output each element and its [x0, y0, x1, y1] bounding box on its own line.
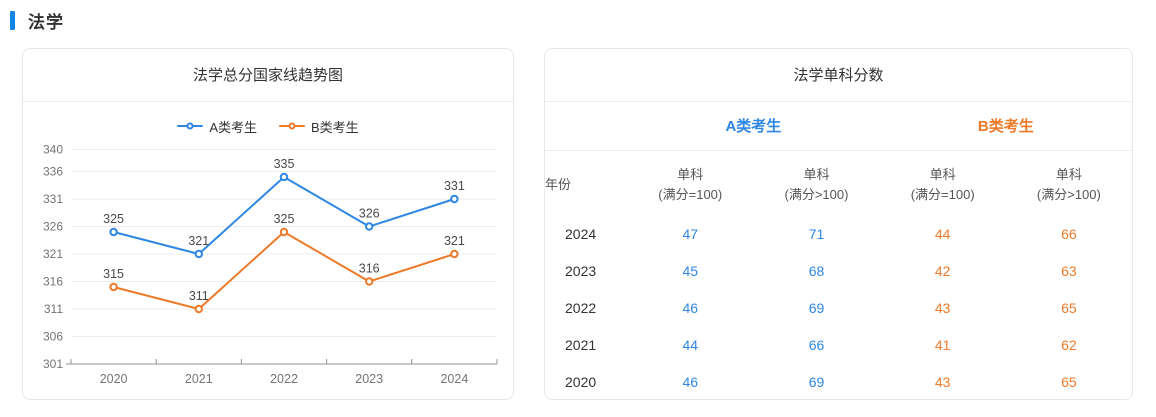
group-header-b: B类考生 [879, 102, 1132, 151]
data-label: 321 [188, 234, 209, 248]
score-cell: 65 [1061, 374, 1077, 391]
cards-row: 法学总分国家线趋势图 A类考生 B类考生 301 306 311 316 321 326 3… [22, 48, 1156, 400]
y-axis-label: 306 [43, 330, 63, 344]
data-label: 311 [189, 289, 209, 303]
table-row: 2023 45 68 42 63 [545, 253, 1132, 290]
y-axis-label: 316 [43, 275, 63, 289]
table-row: 2022 46 69 43 65 [545, 290, 1132, 327]
score-cell: 42 [934, 263, 951, 280]
data-label: 335 [274, 157, 295, 171]
y-axis-label: 340 [43, 143, 63, 157]
line-circle-marker-icon [177, 120, 204, 132]
series-line-B类考生 [113, 231, 455, 310]
data-point[interactable] [450, 249, 459, 259]
data-point[interactable] [450, 194, 459, 204]
page-title: 法学 [28, 13, 64, 32]
score-cell: 41 [934, 337, 951, 354]
year-cell: 2021 [565, 337, 597, 354]
year-cell: 2020 [565, 374, 597, 391]
y-axis-label: 321 [43, 247, 63, 261]
data-point[interactable] [109, 227, 118, 237]
data-point[interactable] [109, 282, 118, 292]
data-label: 315 [103, 267, 124, 281]
score-cell: 71 [808, 226, 825, 243]
year-cell: 2022 [565, 300, 597, 317]
line-circle-marker-icon [279, 120, 305, 132]
column-header-b1: 单科 (满分=100) [910, 166, 975, 202]
score-cell: 69 [808, 374, 825, 391]
score-cell: 44 [682, 337, 699, 354]
data-label: 316 [359, 262, 380, 276]
year-cell: 2024 [565, 226, 597, 243]
legend-label-a: A类考生 [209, 119, 257, 135]
group-header-spacer [545, 102, 628, 151]
data-point[interactable] [194, 304, 204, 314]
y-axis-label: 326 [43, 220, 63, 234]
x-axis-label: 2020 [100, 372, 128, 386]
score-cell: 46 [682, 374, 699, 391]
column-header-a1: 单科 (满分=100) [658, 166, 723, 202]
legend-item-a[interactable]: A类考生 [177, 117, 257, 136]
group-header-row: A类考生 B类考生 [545, 102, 1132, 151]
score-cell: 62 [1061, 337, 1077, 354]
column-header-a2: 单科 (满分>100) [784, 166, 849, 202]
accent-bar [10, 11, 15, 30]
data-point[interactable] [365, 222, 374, 231]
score-cell: 66 [808, 337, 825, 354]
y-axis-label: 336 [43, 165, 63, 179]
y-axis-label: 331 [43, 192, 63, 206]
score-cell: 63 [1061, 263, 1077, 280]
table-row: 2020 46 69 43 65 [545, 364, 1132, 399]
x-axis-label: 2022 [270, 372, 298, 386]
chart-card-title: 法学总分国家线趋势图 [23, 49, 513, 102]
column-header-b2: 单科 (满分>100) [1036, 166, 1101, 202]
score-cell: 47 [682, 226, 699, 243]
scores-table: A类考生 B类考生 年份 单科 (满分=100) 单科 (满分>100) 单科 (满分… [545, 102, 1132, 399]
data-label: 325 [274, 212, 295, 226]
x-axis-label: 2023 [355, 372, 383, 386]
data-label: 321 [444, 234, 465, 248]
x-axis-label: 2021 [185, 372, 213, 386]
data-label: 325 [103, 212, 124, 226]
score-cell: 43 [934, 374, 951, 391]
trend-chart: 301 306 311 316 321 326 331 336 340 2020 2021 2022 2… [23, 138, 513, 399]
column-header-year: 年份 [545, 176, 572, 192]
score-cell: 44 [934, 226, 951, 243]
score-cell: 68 [808, 263, 825, 280]
table-card-title: 法学单科分数 [545, 49, 1132, 102]
scores-table-card: 法学单科分数 A类考生 B类考生 年份 单科 (满分=100) 单科 (满分>100… [544, 48, 1133, 400]
score-cell: 66 [1061, 226, 1077, 243]
y-axis-label: 301 [43, 357, 63, 371]
data-label: 331 [444, 179, 465, 193]
data-point[interactable] [365, 277, 374, 286]
data-point[interactable] [279, 227, 289, 237]
trend-chart-svg: 301 306 311 316 321 326 331 336 340 2020 2021 2022 2… [43, 143, 498, 386]
y-axis-label: 311 [44, 302, 63, 316]
column-header-row: 年份 单科 (满分=100) 单科 (满分>100) 单科 (满分=100) 单科 (满… [545, 150, 1132, 216]
data-label: 326 [359, 207, 380, 221]
section-header: 法学 [0, 0, 1156, 32]
trend-chart-card: 法学总分国家线趋势图 A类考生 B类考生 301 306 311 316 321 326 3… [22, 48, 514, 400]
data-point[interactable] [279, 172, 289, 182]
legend-item-b[interactable]: B类考生 [279, 117, 359, 136]
table-row: 2024 47 71 44 66 [545, 216, 1132, 253]
legend-label-b: B类考生 [311, 119, 359, 135]
score-cell: 65 [1061, 300, 1077, 317]
chart-legend: A类考生 B类考生 [23, 116, 513, 136]
x-axis-label: 2024 [440, 372, 468, 386]
table-row: 2021 44 66 41 62 [545, 327, 1132, 364]
score-cell: 43 [934, 300, 951, 317]
data-point[interactable] [194, 249, 204, 259]
score-cell: 46 [682, 300, 699, 317]
score-cell: 69 [808, 300, 825, 317]
score-cell: 45 [682, 263, 699, 280]
year-cell: 2023 [565, 263, 597, 280]
group-header-a: A类考生 [627, 102, 880, 151]
